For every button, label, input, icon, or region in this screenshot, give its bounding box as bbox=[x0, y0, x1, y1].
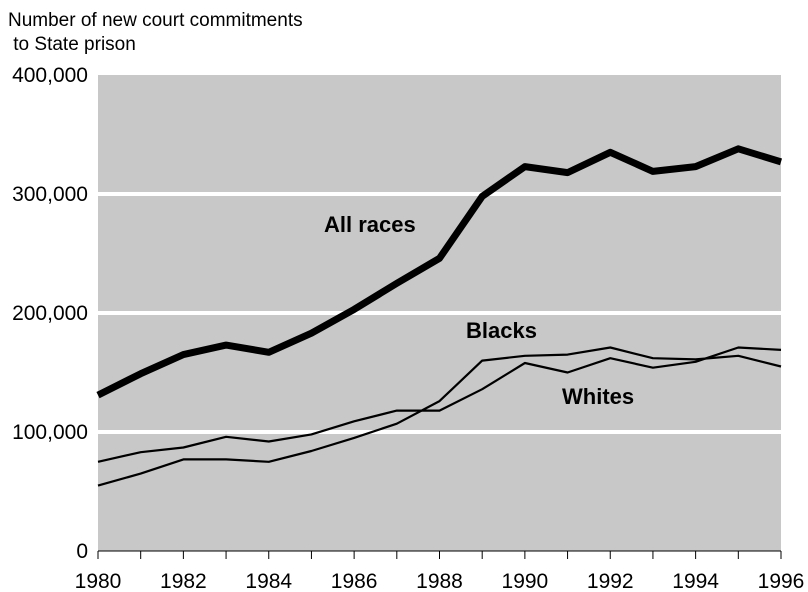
x-tick-label: 1996 bbox=[758, 570, 805, 592]
series-line-all-races bbox=[96, 145, 783, 399]
y-tick-label: 200,000 bbox=[12, 302, 88, 325]
series-label-all-races: All races bbox=[324, 212, 416, 237]
y-tick-label: 100,000 bbox=[12, 421, 88, 444]
x-tick-label: 1988 bbox=[416, 570, 463, 592]
x-tick-label: 1994 bbox=[672, 570, 719, 592]
series-line-blacks bbox=[97, 346, 782, 487]
x-tick-label: 1986 bbox=[331, 570, 378, 592]
x-tick-label: 1984 bbox=[245, 570, 292, 592]
series-label-blacks: Blacks bbox=[466, 318, 537, 343]
y-tick-label: 300,000 bbox=[12, 183, 88, 206]
series-label-whites: Whites bbox=[562, 384, 634, 409]
y-tick-label: 0 bbox=[76, 540, 88, 563]
axes: 0 100,000 200,000 300,000 400,000 1980 1982 198… bbox=[12, 64, 804, 592]
y-axis-title-line-2: to State prison bbox=[8, 34, 136, 55]
series-lines bbox=[96, 145, 783, 487]
x-tick-label: 1982 bbox=[160, 570, 207, 592]
x-tick-label: 1990 bbox=[502, 570, 549, 592]
y-tick-label: 400,000 bbox=[12, 64, 88, 87]
x-tick-label: 1992 bbox=[587, 570, 634, 592]
series-line-whites bbox=[97, 346, 782, 463]
plot-area bbox=[98, 75, 781, 551]
y-axis-title-line-1: Number of new court commitments bbox=[8, 10, 303, 31]
x-tick-label: 1980 bbox=[75, 570, 122, 592]
